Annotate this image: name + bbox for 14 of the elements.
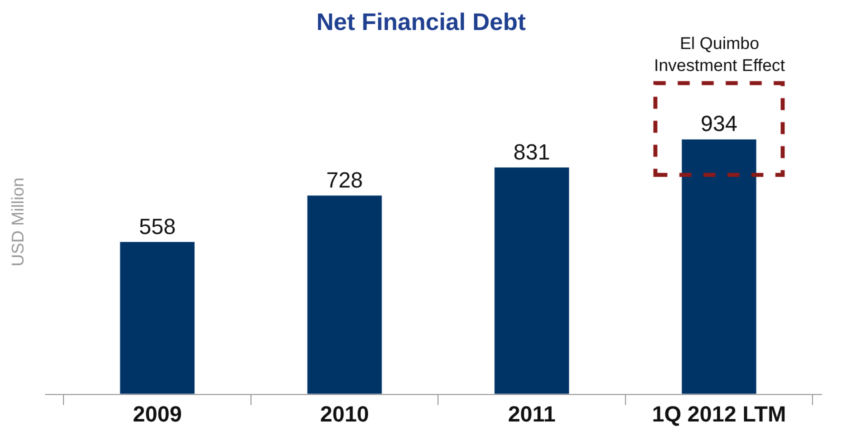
data-label: 558 <box>138 214 176 239</box>
x-tick-label: 2011 <box>508 401 556 426</box>
data-label: 831 <box>513 139 550 164</box>
bar <box>120 242 196 394</box>
data-label: 728 <box>326 167 363 192</box>
y-axis-title: USD Million <box>8 178 28 266</box>
chart-title: Net Financial Debt <box>316 9 526 36</box>
text: El Quimbo Investment Effect <box>654 34 786 76</box>
x-tick-label: 1Q 2012 LTM <box>652 401 786 426</box>
x-tick-label: 2009 <box>132 401 182 426</box>
bar <box>306 195 382 394</box>
x-tick-label: 2010 <box>320 401 370 426</box>
bar <box>494 167 570 394</box>
data-label: 934 <box>700 111 738 136</box>
